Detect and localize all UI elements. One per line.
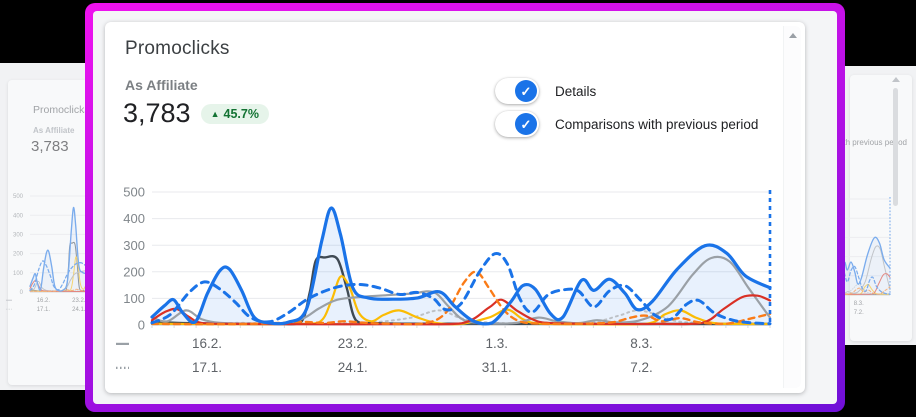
chart-options: ✓ Details ✓ Comparisons with previous pe… (495, 78, 758, 144)
svg-text:17.1.: 17.1. (192, 360, 222, 375)
background-screenshot-right: Comparisons with previous period 16.2.23… (845, 66, 916, 345)
toggle-thumb: ✓ (515, 80, 537, 102)
svg-text:300: 300 (123, 238, 145, 253)
widget-title: Promoclicks (125, 38, 230, 59)
delta-badge: ▲ 45.7% (200, 103, 269, 124)
check-icon: ✓ (520, 83, 532, 99)
svg-text:100: 100 (123, 291, 145, 306)
svg-text:0: 0 (138, 318, 145, 333)
background-screenshot-left: Promoclicks As Affiliate 3,783 0 100 200 30… (0, 63, 86, 390)
comparison-toggle[interactable]: ✓ (495, 111, 539, 137)
svg-text:1.3.: 1.3. (486, 336, 509, 351)
svg-text:0: 0 (20, 290, 24, 296)
toggle-thumb: ✓ (515, 113, 537, 135)
svg-text:8.3.: 8.3. (630, 336, 653, 351)
promoclicks-chart[interactable]: 0 100 200 300 400 500 16.2. 23.2. 1.3. 8.3. 17.1. 2… (108, 180, 798, 385)
svg-text:31.1.: 31.1. (482, 360, 512, 375)
svg-text:8.3.: 8.3. (854, 301, 864, 307)
background-mini-chart-left: 010020030040050016.2.23.2.1.3.8.3.17.1.2… (6, 194, 86, 313)
background-widget-card-right (850, 75, 912, 341)
svg-text:7.2.: 7.2. (854, 310, 864, 316)
widget-subtitle: As Affiliate (125, 77, 198, 93)
check-icon: ✓ (520, 116, 532, 132)
background-widget-title: Promoclicks (33, 104, 86, 116)
card-scrollbar[interactable] (783, 26, 801, 388)
svg-text:16.2.: 16.2. (37, 298, 51, 304)
background-widget-value: 3,783 (31, 138, 69, 155)
details-toggle[interactable]: ✓ (495, 78, 539, 104)
background-toggle-label-fragment: Comparisons with previous period (845, 138, 907, 147)
svg-text:24.1.: 24.1. (72, 307, 86, 313)
details-toggle-label: Details (555, 83, 597, 99)
comparison-toggle-row: ✓ Comparisons with previous period (495, 111, 758, 137)
svg-text:23.2.: 23.2. (338, 336, 368, 351)
svg-text:400: 400 (13, 213, 24, 219)
zoom-highlight-frame: Promoclicks As Affiliate 3,783 ▲ 45.7% ✓ (85, 3, 845, 412)
svg-text:200: 200 (123, 264, 145, 279)
background-widget-subtitle: As Affiliate (33, 126, 75, 135)
metric-row: 3,783 ▲ 45.7% (123, 98, 269, 129)
background-mini-chart-right: 16.2.23.2.1.3.8.3.17.1.24.1.31.1.7.2. (845, 197, 891, 316)
background-scrollbar[interactable] (893, 88, 898, 206)
svg-text:7.2.: 7.2. (630, 360, 653, 375)
svg-text:17.1.: 17.1. (37, 307, 51, 313)
svg-text:300: 300 (13, 233, 24, 239)
promoclicks-card: Promoclicks As Affiliate 3,783 ▲ 45.7% ✓ (105, 22, 805, 393)
trend-up-icon: ▲ (210, 108, 220, 119)
background-widget-card: Promoclicks As Affiliate 3,783 (8, 80, 86, 385)
details-toggle-row: ✓ Details (495, 78, 758, 104)
svg-text:200: 200 (13, 252, 24, 258)
delta-value: 45.7% (223, 106, 259, 121)
svg-text:500: 500 (123, 185, 145, 200)
scroll-up-icon (892, 77, 900, 82)
svg-text:24.1.: 24.1. (338, 360, 368, 375)
svg-text:16.2.: 16.2. (192, 336, 222, 351)
comparison-toggle-label: Comparisons with previous period (555, 116, 759, 132)
chart-area: 0 100 200 300 400 500 16.2. 23.2. 1.3. 8.3. 17.1. 2… (108, 180, 798, 385)
svg-text:23.2.: 23.2. (72, 298, 86, 304)
metric-value: 3,783 (123, 98, 191, 128)
svg-text:500: 500 (13, 194, 24, 200)
svg-text:100: 100 (13, 271, 24, 277)
scroll-up-icon (789, 33, 797, 38)
svg-text:400: 400 (123, 211, 145, 226)
dashboard-background: Promoclicks As Affiliate 3,783 ▲ 45.7% ✓ (93, 11, 837, 404)
